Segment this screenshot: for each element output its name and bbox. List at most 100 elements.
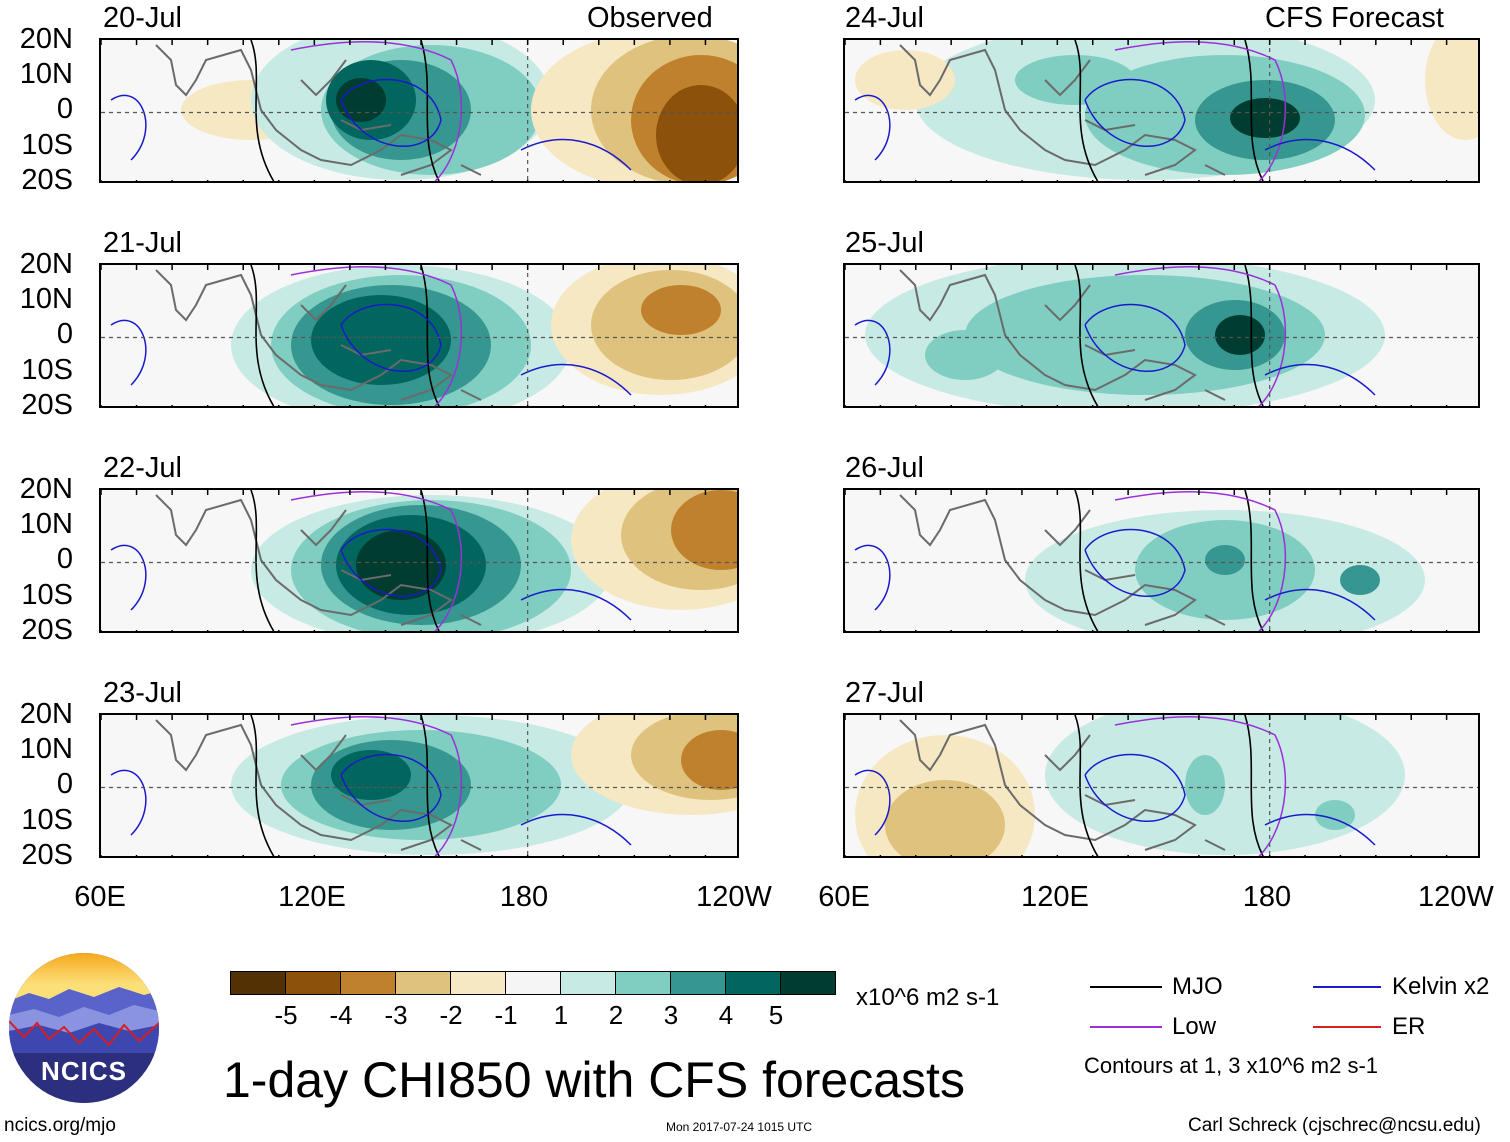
panel-graphic xyxy=(845,490,1478,631)
panel-date-title: 27-Jul xyxy=(845,677,924,709)
colorbar-swatch xyxy=(230,971,286,995)
lat-tick: 0 xyxy=(56,318,73,350)
panel-graphic xyxy=(101,265,737,406)
panel-date-title: 26-Jul xyxy=(845,452,924,484)
colorbar-swatch xyxy=(670,971,726,995)
forecast-header: CFS Forecast xyxy=(1265,2,1444,34)
mjo-contour xyxy=(250,40,440,181)
legend-label-mjo: MJO xyxy=(1172,973,1223,1000)
kelvin-contour xyxy=(854,78,1376,171)
lon-tick: 180 xyxy=(499,881,549,913)
lat-tick: 10N xyxy=(19,58,73,90)
figure-title: 1-day CHI850 with CFS forecasts xyxy=(223,1052,965,1108)
lon-tick: 60E xyxy=(818,881,870,913)
low-contour xyxy=(290,491,463,631)
coastline xyxy=(899,719,1226,851)
colorbar-swatch xyxy=(560,971,616,995)
colorbar-label: 5 xyxy=(768,1000,784,1030)
colorbar-swatch xyxy=(340,971,396,995)
colorbar-swatch xyxy=(450,971,506,995)
chi850-anomaly-region xyxy=(656,85,737,181)
kelvin-contour xyxy=(854,753,1376,846)
legend-label-low: Low xyxy=(1172,1013,1217,1040)
legend-line-kelvin xyxy=(1313,986,1381,988)
panel-date-title: 22-Jul xyxy=(103,452,182,484)
lat-tick: 20N xyxy=(19,698,73,730)
lat-tick: 0 xyxy=(56,768,73,800)
lon-tick: 180 xyxy=(1242,881,1292,913)
map-panel-forecast-27-jul xyxy=(843,713,1480,858)
map-panel-forecast-24-jul xyxy=(843,38,1480,183)
colorbar-label: -5 xyxy=(274,1000,298,1030)
map-panel-observed-20-jul xyxy=(99,38,739,183)
coastline xyxy=(899,494,1226,626)
colorbar-units: x10^6 m2 s-1 xyxy=(856,984,1000,1011)
lat-tick: 10N xyxy=(19,508,73,540)
chi850-anomaly-region xyxy=(356,530,446,600)
map-panel-observed-21-jul xyxy=(99,263,739,408)
colorbar-swatch xyxy=(395,971,451,995)
panel-graphic xyxy=(845,40,1478,181)
chi850-anomaly-region xyxy=(671,490,737,570)
legend-line-low xyxy=(1090,1026,1162,1028)
colorbar-swatch xyxy=(780,971,836,995)
chi850-anomaly-region xyxy=(336,78,386,122)
chi850-anomaly-region xyxy=(1340,565,1380,595)
coastline xyxy=(899,44,1226,176)
lat-tick: 10S xyxy=(21,129,73,161)
lat-tick: 10S xyxy=(21,804,73,836)
logo-text: NCICS xyxy=(41,1056,127,1086)
chi850-anomaly-region xyxy=(681,730,737,790)
colorbar-label: 4 xyxy=(718,1000,734,1030)
lat-tick: 10N xyxy=(19,283,73,315)
lat-tick: 0 xyxy=(56,543,73,575)
kelvin-contour xyxy=(110,753,632,846)
colorbar-swatch xyxy=(615,971,671,995)
map-panel-observed-22-jul xyxy=(99,488,739,633)
coastline xyxy=(155,44,482,176)
low-contour xyxy=(290,41,463,181)
colorbar-label: 3 xyxy=(663,1000,679,1030)
lat-tick: 20N xyxy=(19,248,73,280)
footer-url: ncics.org/mjo xyxy=(4,1115,116,1136)
chi850-anomaly-region xyxy=(641,285,721,335)
lat-tick: 10S xyxy=(21,354,73,386)
panel-date-title: 24-Jul xyxy=(845,2,924,34)
coastline xyxy=(899,269,1226,401)
chi850-anomaly-region xyxy=(1185,755,1225,815)
colorbar-swatch xyxy=(505,971,561,995)
chi850-anomaly-region xyxy=(1425,40,1478,140)
lon-tick: 120E xyxy=(278,881,346,913)
colorbar-label: -3 xyxy=(384,1000,408,1030)
kelvin-contour xyxy=(110,78,632,171)
colorbar-label: -1 xyxy=(494,1000,518,1030)
chi850-anomaly-region xyxy=(1315,800,1355,830)
chi850-anomaly-region xyxy=(1215,315,1265,355)
lat-tick: 20S xyxy=(21,389,73,421)
lat-tick: 20S xyxy=(21,164,73,196)
map-panel-observed-23-jul xyxy=(99,713,739,858)
mjo-contour xyxy=(1074,265,1264,406)
mjo-contour xyxy=(1074,490,1264,631)
coastline xyxy=(155,494,482,626)
lat-tick: 20N xyxy=(19,473,73,505)
lat-tick: 20S xyxy=(21,614,73,646)
kelvin-contour xyxy=(110,303,632,396)
colorbar-label: -4 xyxy=(329,1000,353,1030)
panel-graphic xyxy=(101,40,737,181)
footer-credit: Carl Schreck (cjschrec@ncsu.edu) xyxy=(1188,1115,1481,1136)
mjo-contour xyxy=(1074,40,1264,181)
lat-tick: 10S xyxy=(21,579,73,611)
kelvin-contour xyxy=(110,528,632,621)
panel-date-title: 23-Jul xyxy=(103,677,182,709)
chi850-anomaly-region xyxy=(331,750,411,800)
panel-date-title: 21-Jul xyxy=(103,227,182,259)
panel-graphic xyxy=(101,490,737,631)
panel-graphic xyxy=(845,715,1478,856)
lon-tick: 120W xyxy=(696,881,772,913)
colorbar-swatch xyxy=(285,971,341,995)
lon-tick: 120E xyxy=(1021,881,1089,913)
lat-tick: 20N xyxy=(19,23,73,55)
kelvin-contour xyxy=(854,303,1376,396)
legend-label-kelvin: Kelvin x2 xyxy=(1392,973,1490,1000)
